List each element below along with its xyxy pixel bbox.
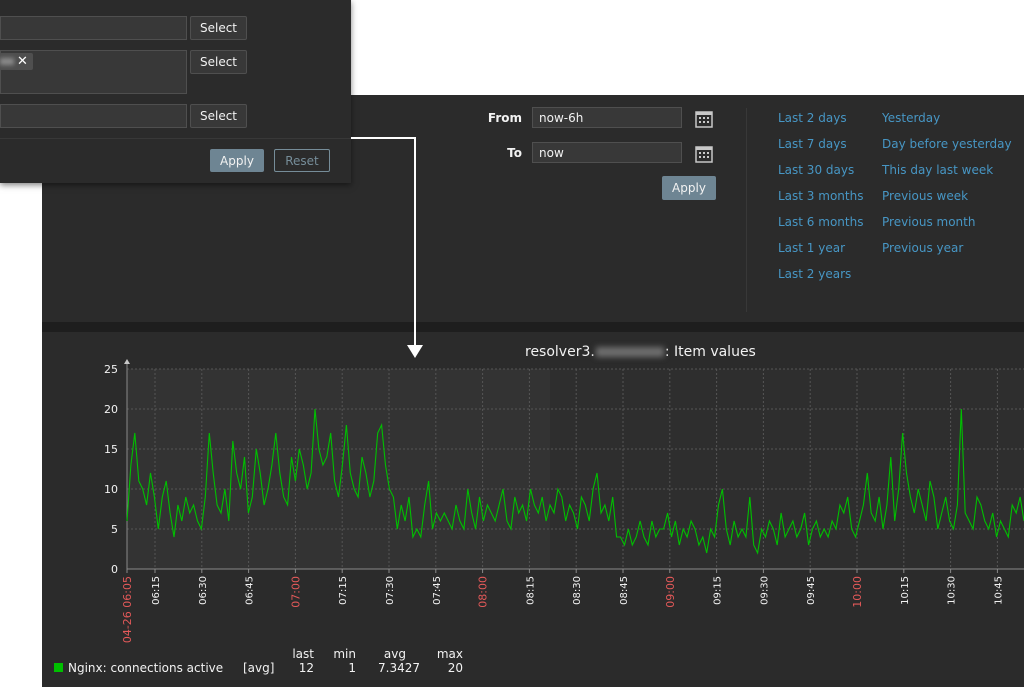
plot-area-highlight: [127, 369, 550, 569]
selected-item-chip: ✕: [0, 53, 33, 70]
legend-color-swatch: [54, 663, 63, 672]
quick-range-link[interactable]: Last 2 days: [778, 111, 847, 125]
filter-field-3[interactable]: [0, 104, 187, 128]
quick-range-link[interactable]: Previous year: [882, 241, 964, 255]
x-tick-label: 09:45: [806, 576, 817, 605]
quick-range-link[interactable]: Last 2 years: [778, 267, 852, 281]
select-button[interactable]: Select: [190, 50, 247, 74]
vertical-separator: [746, 108, 747, 312]
y-axis-arrow: [124, 359, 130, 364]
legend-function: [avg]: [243, 661, 275, 675]
legend-value-last: 12: [298, 661, 314, 675]
legend-header-min: min: [333, 647, 356, 661]
y-tick-label: 10: [104, 483, 118, 496]
legend-value-min: 1: [348, 661, 356, 675]
x-tick-label: 10:45: [993, 576, 1004, 605]
legend-header-last: last: [292, 647, 314, 661]
x-tick-label: 09:30: [759, 576, 770, 605]
quick-range-link[interactable]: Last 6 months: [778, 215, 864, 229]
x-tick-label: 08:00: [477, 576, 490, 608]
calendar-icon[interactable]: [694, 144, 714, 164]
redacted-hostname: [595, 347, 664, 357]
filter-field-1[interactable]: [0, 16, 187, 40]
close-icon[interactable]: ✕: [17, 54, 28, 69]
redacted-chip-label: [0, 58, 14, 65]
x-tick-label: 10:00: [851, 576, 864, 608]
x-tick-label: 09:15: [713, 576, 724, 605]
x-tick-label: 06:15: [151, 576, 162, 605]
x-tick-label: 08:30: [572, 576, 583, 605]
x-tick-label: 06:45: [245, 576, 256, 605]
legend-header-avg: avg: [383, 647, 406, 661]
from-label: From: [487, 111, 522, 125]
from-input[interactable]: [532, 107, 682, 128]
quick-range-link[interactable]: Last 7 days: [778, 137, 847, 151]
y-tick-label: 15: [104, 443, 118, 456]
legend-series-name: Nginx: connections active: [68, 661, 224, 675]
quick-range-link[interactable]: Last 30 days: [778, 163, 855, 177]
to-input[interactable]: [532, 142, 682, 163]
quick-range-link[interactable]: Previous month: [882, 215, 976, 229]
x-tick-label: 07:30: [385, 576, 396, 605]
quick-range-link[interactable]: Yesterday: [882, 111, 941, 125]
quick-range-link[interactable]: Last 1 year: [778, 241, 846, 255]
legend-value-avg: 7.3427: [378, 661, 420, 675]
quick-range-link[interactable]: This day last week: [882, 163, 994, 177]
x-tick-label: 04-26 06:05: [121, 576, 134, 643]
x-tick-label: 06:30: [198, 576, 209, 605]
graph-title: resolver3. : Item values: [525, 344, 756, 360]
graph-title-suffix: : Item values: [664, 344, 756, 360]
x-tick-label: 08:45: [619, 576, 630, 605]
x-tick-label: 08:15: [525, 576, 536, 605]
quick-range-link[interactable]: Last 3 months: [778, 189, 864, 203]
x-tick-label: 10:30: [947, 576, 958, 605]
legend-value-max: 20: [447, 661, 463, 675]
quick-range-link[interactable]: Day before yesterday: [882, 137, 1012, 151]
section-divider: [42, 322, 1024, 332]
legend-header-max: max: [436, 647, 463, 661]
to-label: To: [507, 146, 522, 160]
filter-apply-button[interactable]: Apply: [210, 149, 264, 172]
quick-range-link[interactable]: Previous week: [882, 189, 969, 203]
series-line-nginx-connections: [126, 408, 1024, 555]
y-tick-label: 0: [111, 563, 118, 576]
x-tick-label: 09:00: [664, 576, 677, 608]
y-tick-label: 5: [111, 523, 118, 536]
select-button[interactable]: Select: [190, 16, 247, 40]
filter-popup: Select ✕ Select Select Apply Reset: [0, 0, 351, 183]
x-tick-label: 10:15: [900, 576, 911, 605]
y-tick-label: 25: [104, 363, 118, 376]
popup-footer-divider: [0, 138, 351, 139]
graph-title-prefix: resolver3.: [525, 344, 595, 360]
x-tick-label: 07:00: [289, 576, 302, 608]
y-tick-label: 20: [104, 403, 118, 416]
calendar-icon[interactable]: [694, 109, 714, 129]
x-tick-label: 07:45: [432, 576, 443, 605]
select-button[interactable]: Select: [190, 104, 247, 128]
time-apply-button[interactable]: Apply: [662, 176, 716, 200]
filter-reset-button[interactable]: Reset: [274, 149, 330, 172]
x-tick-label: 07:15: [338, 576, 349, 605]
